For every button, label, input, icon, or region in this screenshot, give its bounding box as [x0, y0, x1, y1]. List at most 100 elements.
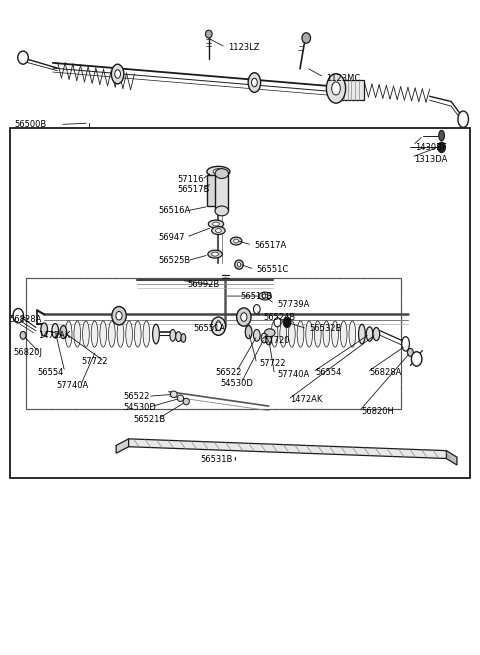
Text: 1472AK: 1472AK: [38, 331, 71, 340]
Text: 56500B: 56500B: [14, 120, 47, 129]
Ellipse shape: [438, 142, 445, 153]
Ellipse shape: [340, 321, 347, 347]
Ellipse shape: [288, 321, 295, 347]
Ellipse shape: [153, 324, 159, 344]
Ellipse shape: [349, 321, 356, 347]
Ellipse shape: [302, 33, 311, 43]
Ellipse shape: [373, 328, 380, 341]
Ellipse shape: [408, 348, 413, 356]
Text: 56517A: 56517A: [254, 241, 287, 250]
Ellipse shape: [253, 329, 260, 341]
Ellipse shape: [60, 326, 67, 339]
Text: 56532B: 56532B: [310, 324, 342, 333]
Ellipse shape: [215, 206, 228, 216]
Text: 56516A: 56516A: [158, 206, 191, 215]
Polygon shape: [129, 439, 446, 458]
Text: 56828A: 56828A: [10, 315, 42, 324]
Ellipse shape: [213, 169, 224, 175]
Ellipse shape: [274, 318, 281, 327]
Text: 57740A: 57740A: [57, 381, 89, 390]
Ellipse shape: [126, 321, 132, 347]
Text: 56828A: 56828A: [370, 367, 402, 377]
Ellipse shape: [108, 321, 115, 347]
Ellipse shape: [237, 308, 251, 326]
Ellipse shape: [314, 321, 321, 347]
Ellipse shape: [112, 307, 126, 325]
Ellipse shape: [183, 398, 189, 405]
Text: 1430BF: 1430BF: [415, 143, 447, 152]
Text: 57116: 57116: [178, 175, 204, 184]
Ellipse shape: [117, 321, 124, 347]
Text: 56947: 56947: [158, 233, 185, 242]
Ellipse shape: [217, 320, 220, 324]
Ellipse shape: [65, 321, 72, 347]
Ellipse shape: [177, 395, 183, 402]
Text: 54530D: 54530D: [124, 403, 156, 412]
Ellipse shape: [326, 74, 346, 103]
Ellipse shape: [134, 321, 141, 347]
Ellipse shape: [245, 326, 252, 339]
Text: 56510B: 56510B: [240, 291, 272, 301]
Text: 56525B: 56525B: [158, 256, 191, 265]
Ellipse shape: [215, 322, 222, 330]
Ellipse shape: [111, 64, 124, 84]
Ellipse shape: [181, 334, 186, 342]
Ellipse shape: [143, 321, 150, 347]
Text: 56551C: 56551C: [257, 265, 289, 274]
Text: 1472AK: 1472AK: [290, 395, 323, 404]
Ellipse shape: [13, 309, 24, 323]
Ellipse shape: [52, 324, 59, 338]
Ellipse shape: [248, 73, 261, 92]
Text: 1123LZ: 1123LZ: [228, 43, 260, 52]
Ellipse shape: [176, 331, 181, 342]
Ellipse shape: [115, 69, 120, 79]
Ellipse shape: [83, 321, 89, 347]
Ellipse shape: [237, 262, 240, 267]
Ellipse shape: [359, 324, 365, 344]
Text: 56521B: 56521B: [133, 415, 166, 424]
Ellipse shape: [283, 317, 291, 328]
Text: 56522: 56522: [215, 367, 241, 377]
Ellipse shape: [323, 321, 330, 347]
Text: 57722: 57722: [259, 359, 286, 368]
Text: 56531B: 56531B: [201, 455, 233, 464]
Bar: [215, 173, 228, 211]
Ellipse shape: [253, 305, 260, 314]
Ellipse shape: [266, 337, 272, 345]
Ellipse shape: [214, 318, 223, 326]
Ellipse shape: [411, 352, 422, 366]
Ellipse shape: [100, 321, 107, 347]
Ellipse shape: [262, 294, 268, 298]
Text: 56992B: 56992B: [187, 280, 219, 290]
Ellipse shape: [211, 317, 226, 335]
Ellipse shape: [212, 252, 218, 256]
Ellipse shape: [234, 239, 239, 243]
Ellipse shape: [208, 220, 224, 228]
Text: 56522: 56522: [124, 392, 150, 401]
Ellipse shape: [402, 337, 409, 351]
Text: 56820H: 56820H: [361, 407, 394, 416]
Text: 57722: 57722: [82, 357, 108, 366]
Ellipse shape: [208, 250, 222, 258]
Ellipse shape: [280, 321, 287, 347]
Bar: [207, 175, 217, 206]
Text: 1313DA: 1313DA: [414, 155, 447, 164]
Ellipse shape: [306, 321, 312, 347]
Ellipse shape: [230, 237, 242, 245]
Ellipse shape: [216, 229, 221, 233]
Ellipse shape: [332, 321, 338, 347]
Ellipse shape: [20, 331, 26, 339]
Text: 56551A: 56551A: [193, 324, 225, 333]
Ellipse shape: [205, 30, 212, 38]
Ellipse shape: [235, 260, 243, 269]
Ellipse shape: [212, 227, 225, 234]
Ellipse shape: [439, 130, 444, 141]
Ellipse shape: [170, 391, 177, 398]
Ellipse shape: [271, 321, 278, 347]
Bar: [330, 80, 364, 100]
Ellipse shape: [264, 329, 275, 337]
Ellipse shape: [213, 222, 219, 226]
Text: 56554: 56554: [37, 367, 64, 377]
Polygon shape: [446, 451, 457, 465]
Ellipse shape: [74, 321, 81, 347]
